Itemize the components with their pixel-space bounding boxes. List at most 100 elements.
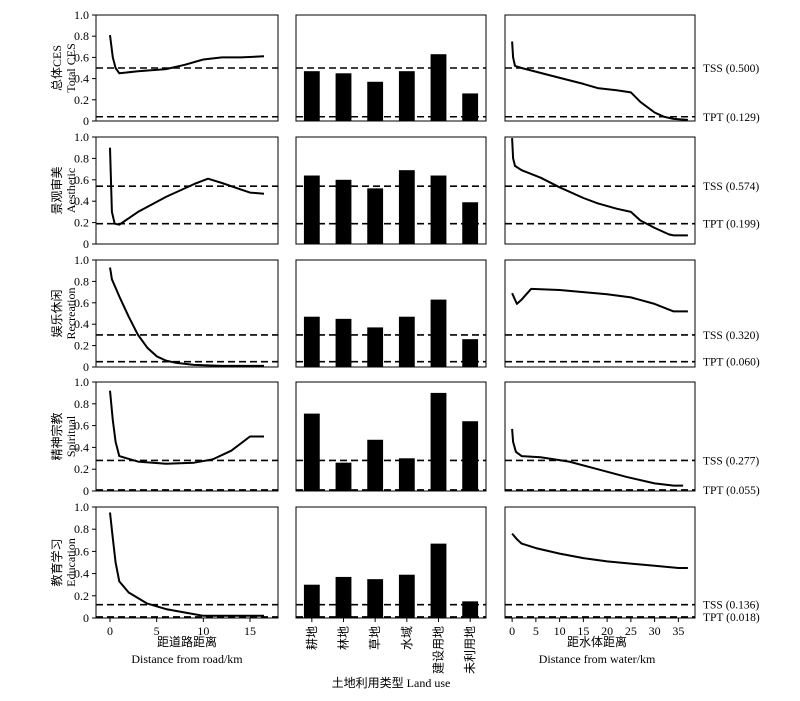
bar	[430, 543, 447, 618]
series-line	[511, 138, 688, 237]
y-tick-label: 0.6	[74, 173, 89, 187]
y-axis-label-cn: 总体CES	[50, 45, 64, 91]
x-category-label: 草地	[368, 626, 382, 650]
bar	[367, 327, 384, 367]
panel-frame	[295, 381, 487, 492]
series-line	[511, 41, 688, 121]
y-tick-label: 0.4	[74, 72, 89, 86]
bar	[303, 175, 320, 244]
bar	[303, 584, 320, 618]
bar	[462, 339, 479, 367]
y-tick-label: 0.6	[74, 419, 89, 433]
panel-frame	[295, 136, 487, 245]
y-tick-label: 1.0	[74, 253, 89, 267]
y-tick-label: 0	[83, 360, 89, 374]
panel-frame	[504, 506, 696, 619]
x-category-label: 水域	[400, 626, 414, 650]
bar	[398, 316, 415, 367]
bar	[398, 170, 415, 244]
tpt-label: TPT (0.129)	[703, 112, 760, 124]
x-tick-label: 10	[554, 624, 566, 638]
y-axis-label-en: Spiritual	[64, 415, 78, 457]
bar	[398, 458, 415, 491]
y-tick-label: 0.8	[74, 151, 89, 165]
panel-frame	[95, 259, 279, 368]
panel-frame	[295, 259, 487, 368]
x-tick-label: 5	[154, 624, 160, 638]
y-tick-label: 0.4	[74, 194, 89, 208]
x-axis-label-water-cn: 距水体距离	[567, 634, 627, 649]
panel-frame	[504, 259, 696, 368]
x-tick-label: 10	[197, 624, 209, 638]
y-axis-label-en: Total CES	[64, 43, 78, 93]
series-line	[511, 287, 688, 313]
y-tick-label: 1.0	[74, 130, 89, 144]
y-tick-label: 0	[83, 237, 89, 251]
bar	[462, 93, 479, 121]
bar	[335, 179, 352, 244]
bar	[335, 73, 352, 121]
y-axis-label-cn: 教育学习	[49, 538, 64, 586]
tss-label: TSS (0.574)	[703, 181, 759, 193]
y-axis-label-cn: 景观审美	[49, 166, 64, 214]
bar	[398, 574, 415, 618]
y-tick-label: 0	[83, 484, 89, 498]
x-tick-label: 0	[509, 624, 515, 638]
x-category-label: 耕地	[304, 626, 319, 650]
x-tick-label: 15	[244, 624, 256, 638]
bar	[430, 299, 447, 367]
y-tick-label: 0.4	[74, 567, 89, 581]
bar	[303, 71, 320, 121]
x-axis-label-landuse: 土地利用类型 Land use	[332, 676, 451, 690]
y-tick-label: 1.0	[74, 8, 89, 22]
y-axis-label-cn: 娱乐休闲	[50, 289, 64, 337]
panel-frame	[295, 506, 487, 619]
bar	[462, 202, 479, 244]
y-tick-label: 0.2	[74, 462, 89, 476]
bar	[430, 392, 447, 491]
x-tick-label: 15	[577, 624, 589, 638]
y-tick-label: 0.6	[74, 544, 89, 558]
tpt-label: TPT (0.055)	[703, 485, 760, 497]
y-axis-label-en: Education	[64, 538, 78, 587]
x-category-label: 林地	[337, 626, 351, 650]
tss-label: TSS (0.277)	[703, 455, 759, 467]
y-tick-label: 0.6	[74, 50, 89, 64]
y-tick-label: 0.2	[74, 216, 89, 230]
x-axis-label-road-cn: 距道路距离	[157, 634, 217, 649]
bar	[430, 54, 447, 121]
y-tick-label: 0.8	[74, 274, 89, 288]
y-tick-label: 0.2	[74, 93, 89, 107]
y-tick-label: 1.0	[74, 375, 89, 389]
y-tick-label: 0.6	[74, 296, 89, 310]
bar	[367, 188, 384, 244]
x-category-label: 未利用地	[463, 626, 477, 674]
bar	[335, 576, 352, 618]
y-axis-label-cn: 精神宗教	[49, 412, 64, 460]
bar	[462, 601, 479, 618]
x-tick-label: 25	[625, 624, 637, 638]
x-axis-label-water-en: Distance from water/km	[539, 652, 656, 666]
bar	[398, 71, 415, 121]
tpt-label: TPT (0.199)	[703, 219, 760, 231]
x-tick-label: 30	[649, 624, 661, 638]
bar	[462, 421, 479, 491]
series-line	[109, 390, 264, 465]
bar	[367, 81, 384, 121]
tss-label: TSS (0.500)	[703, 63, 759, 75]
series-line	[109, 512, 264, 617]
y-tick-label: 0	[83, 114, 89, 128]
y-tick-label: 0.4	[74, 440, 89, 454]
bar	[335, 462, 352, 491]
tss-label: TSS (0.320)	[703, 330, 759, 342]
bar	[303, 316, 320, 367]
y-tick-label: 0.2	[74, 339, 89, 353]
tss-label: TSS (0.136)	[703, 600, 759, 612]
bar	[367, 579, 384, 618]
tpt-label: TPT (0.060)	[703, 357, 760, 369]
y-axis-label-en: Recreation	[64, 288, 78, 340]
y-tick-label: 0.8	[74, 522, 89, 536]
y-tick-label: 0.4	[74, 317, 89, 331]
bar	[303, 413, 320, 491]
